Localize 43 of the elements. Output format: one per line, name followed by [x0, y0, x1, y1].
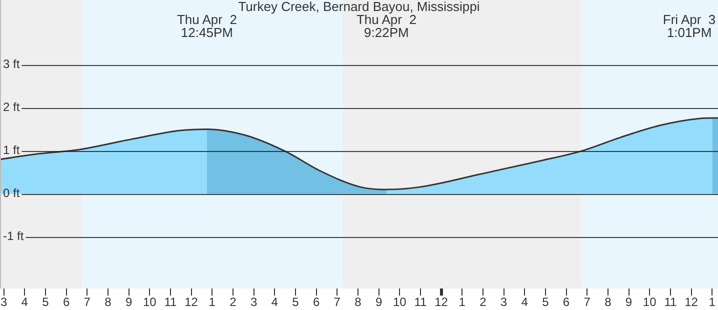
x-tick-label: 7 [334, 295, 341, 310]
x-tick-label: 12 [684, 295, 698, 310]
x-tick-label: 7 [84, 295, 91, 310]
x-tick-label: 8 [604, 295, 612, 310]
x-tick-label: 4 [521, 295, 528, 310]
x-tick-label: 2 [480, 295, 487, 310]
x-tick-label: 10 [392, 295, 407, 310]
x-tick-label: 9 [375, 295, 382, 310]
y-tick-label: 2 ft [3, 100, 20, 114]
annotation: Fri Apr 3 1:01PM [662, 12, 716, 40]
x-tick-label: 5 [42, 295, 50, 310]
x-tick-label: 1 [458, 295, 466, 310]
x-tick-label: 1 [208, 295, 216, 310]
x-tick-label: 8 [354, 295, 362, 310]
x-tick-label: 3 [250, 295, 258, 310]
x-tick-label: 9 [125, 295, 132, 310]
y-tick-label: 3 ft [3, 56, 20, 71]
y-tick-label: 1 ft [3, 143, 20, 158]
x-tick-label: 11 [664, 295, 677, 310]
x-tick-label: 9 [625, 295, 632, 310]
y-tick-label: -1 ft [3, 229, 24, 244]
x-tick-label: 3 [0, 295, 8, 310]
x-tick-label: 10 [142, 295, 157, 310]
x-tick-label: 2 [230, 295, 237, 310]
x-tick-label: 12 [184, 295, 198, 310]
y-tick-label: 0 ft [3, 186, 20, 200]
x-tick-label: 4 [21, 295, 28, 310]
x-tick-label: 12 [434, 295, 448, 310]
x-tick-label: 11 [164, 295, 178, 310]
x-tick-label: 5 [542, 295, 550, 310]
x-tick-label: 3 [500, 295, 508, 310]
x-tick-label: 6 [312, 295, 320, 310]
x-tick-label: 10 [642, 295, 657, 310]
x-tick-label: 4 [271, 295, 278, 310]
x-tick-label: 8 [104, 295, 112, 310]
annotation: Thu Apr 2 12:45PM [176, 12, 237, 40]
x-tick-label: 11 [414, 295, 427, 310]
x-tick-label: 6 [62, 295, 70, 310]
x-tick-label: 7 [584, 295, 591, 310]
x-tick-label: 5 [292, 295, 300, 310]
chart-title: Turkey Creek, Bernard Bayou, Mississippi [238, 0, 480, 14]
x-tick-label: 6 [562, 295, 570, 310]
x-tick-label: 1 [708, 295, 716, 310]
